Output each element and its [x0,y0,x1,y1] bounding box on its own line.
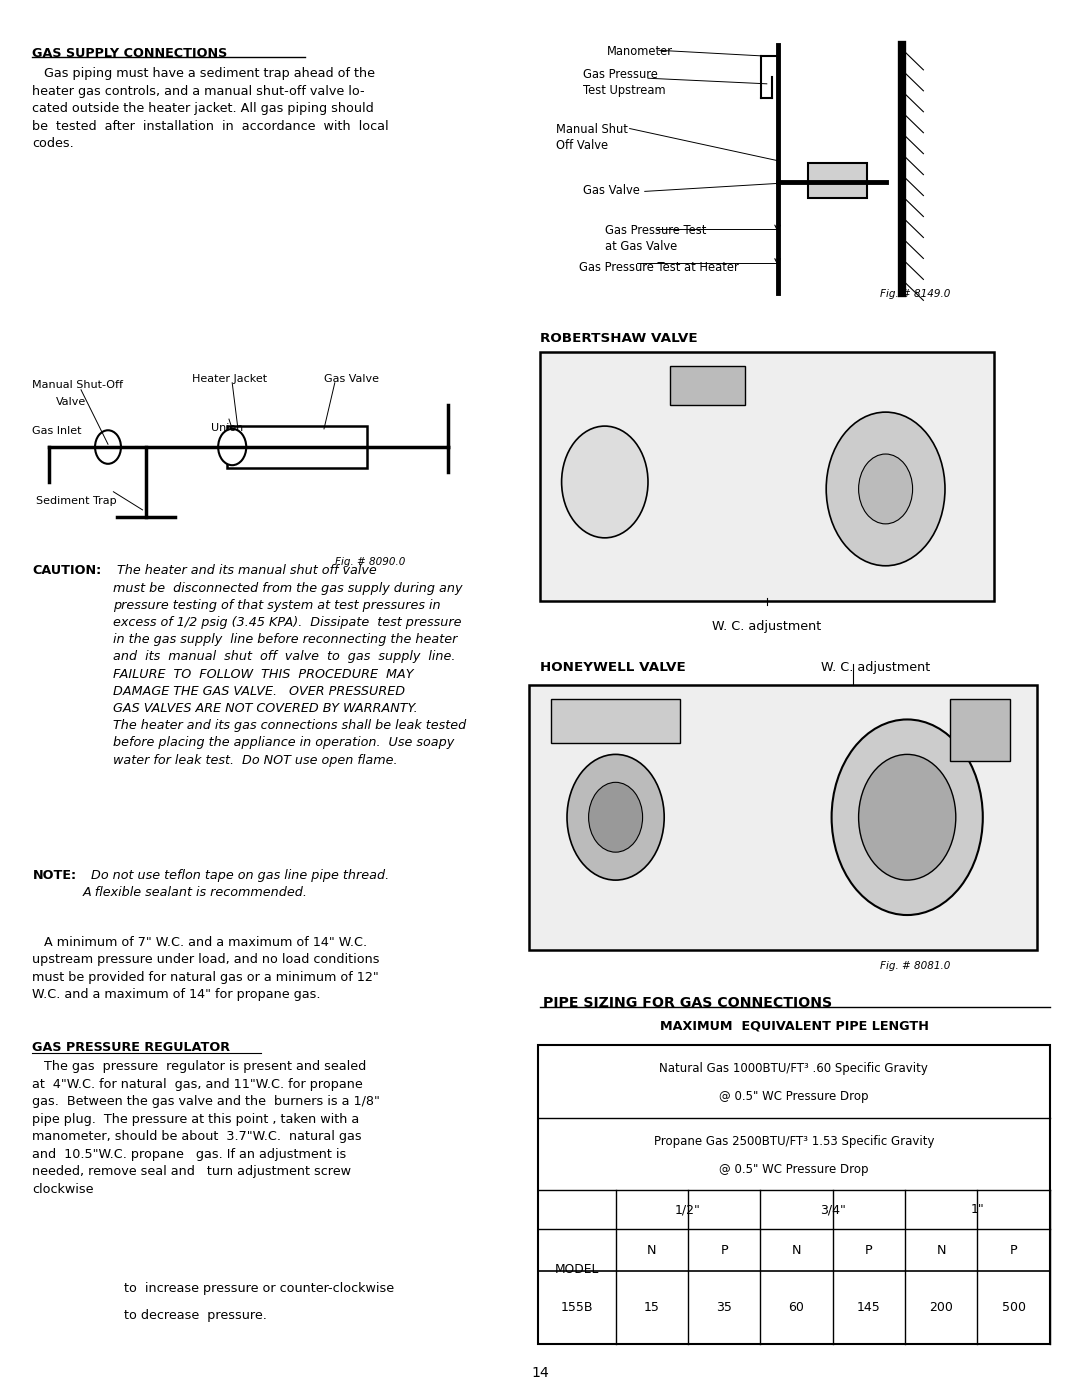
Text: Sediment Trap: Sediment Trap [36,496,117,506]
Bar [227,426,367,468]
Text: Gas Pressure Test at Heater: Gas Pressure Test at Heater [579,261,739,274]
Text: 1/2": 1/2" [675,1203,701,1217]
Text: 200: 200 [929,1301,954,1315]
Text: 3/4": 3/4" [820,1203,846,1217]
Circle shape [859,454,913,524]
Text: 14: 14 [531,1366,549,1380]
Text: Heater Jacket: Heater Jacket [192,374,268,384]
Text: Gas Pressure
Test Upstream: Gas Pressure Test Upstream [583,68,666,98]
Text: Union: Union [211,423,243,433]
Circle shape [562,426,648,538]
Text: ROBERTSHAW VALVE: ROBERTSHAW VALVE [540,332,698,345]
Text: MAXIMUM  EQUIVALENT PIPE LENGTH: MAXIMUM EQUIVALENT PIPE LENGTH [661,1020,929,1032]
Text: 60: 60 [788,1301,805,1315]
Text: @ 0.5" WC Pressure Drop: @ 0.5" WC Pressure Drop [719,1162,868,1176]
Text: GAS PRESSURE REGULATOR: GAS PRESSURE REGULATOR [32,1041,230,1053]
Text: Propane Gas 2500BTU/FT³ 1.53 Specific Gravity: Propane Gas 2500BTU/FT³ 1.53 Specific Gr… [653,1134,934,1148]
Text: GAS SUPPLY CONNECTIONS: GAS SUPPLY CONNECTIONS [32,47,228,60]
Text: CAUTION:: CAUTION: [32,564,102,577]
Text: Valve: Valve [56,397,86,407]
Bar [551,698,680,743]
Bar [538,1045,1050,1344]
Text: 15: 15 [644,1301,660,1315]
Text: Manual Shut
Off Valve: Manual Shut Off Valve [556,123,629,152]
Bar [808,163,867,198]
Bar [670,366,745,405]
Circle shape [589,782,643,852]
Text: 500: 500 [1001,1301,1026,1315]
Text: P: P [1010,1243,1017,1257]
Text: Manual Shut-Off: Manual Shut-Off [32,380,123,390]
Text: PIPE SIZING FOR GAS CONNECTIONS: PIPE SIZING FOR GAS CONNECTIONS [543,996,833,1010]
Circle shape [832,719,983,915]
Text: Gas piping must have a sediment trap ahead of the
heater gas controls, and a man: Gas piping must have a sediment trap ahe… [32,67,389,149]
Text: 35: 35 [716,1301,732,1315]
Text: W. C. adjustment: W. C. adjustment [712,620,822,633]
Circle shape [218,429,246,465]
Text: N: N [792,1243,801,1257]
Text: Fig. # 8090.0: Fig. # 8090.0 [335,557,405,567]
Text: to decrease  pressure.: to decrease pressure. [124,1309,267,1322]
Text: to  increase pressure or counter-clockwise: to increase pressure or counter-clockwis… [124,1282,394,1295]
Text: Do not use teflon tape on gas line pipe thread.
A flexible sealant is recommende: Do not use teflon tape on gas line pipe … [83,869,389,900]
Text: Manometer: Manometer [607,45,673,57]
Text: N: N [647,1243,657,1257]
Text: @ 0.5" WC Pressure Drop: @ 0.5" WC Pressure Drop [719,1090,868,1104]
Text: Fig. # 8081.0: Fig. # 8081.0 [880,961,950,971]
Text: 145: 145 [858,1301,880,1315]
Bar [529,685,1037,950]
Text: N: N [936,1243,946,1257]
Text: Gas Valve: Gas Valve [324,374,379,384]
Text: 155B: 155B [561,1301,593,1315]
Text: The gas  pressure  regulator is present and sealed
at  4"W.C. for natural  gas, : The gas pressure regulator is present an… [32,1060,380,1196]
Circle shape [859,754,956,880]
Text: Natural Gas 1000BTU/FT³ .60 Specific Gravity: Natural Gas 1000BTU/FT³ .60 Specific Gra… [660,1062,928,1076]
Text: NOTE:: NOTE: [32,869,77,882]
Bar [950,698,1010,761]
Text: W. C. adjustment: W. C. adjustment [821,661,930,673]
Text: MODEL: MODEL [554,1263,599,1277]
Text: P: P [865,1243,873,1257]
Text: Gas Valve: Gas Valve [583,184,640,197]
Text: Fig. # 8149.0: Fig. # 8149.0 [880,289,950,299]
Text: Gas Inlet: Gas Inlet [32,426,82,436]
Text: HONEYWELL VALVE: HONEYWELL VALVE [540,661,686,673]
Text: Gas Pressure Test
at Gas Valve: Gas Pressure Test at Gas Valve [605,224,706,253]
Circle shape [95,430,121,464]
Circle shape [826,412,945,566]
Text: A minimum of 7" W.C. and a maximum of 14" W.C.
upstream pressure under load, and: A minimum of 7" W.C. and a maximum of 14… [32,936,380,1002]
Text: The heater and its manual shut off valve
must be  disconnected from the gas supp: The heater and its manual shut off valve… [113,564,467,767]
Bar [540,352,994,601]
Text: P: P [720,1243,728,1257]
Circle shape [567,754,664,880]
Text: 1": 1" [971,1203,984,1217]
